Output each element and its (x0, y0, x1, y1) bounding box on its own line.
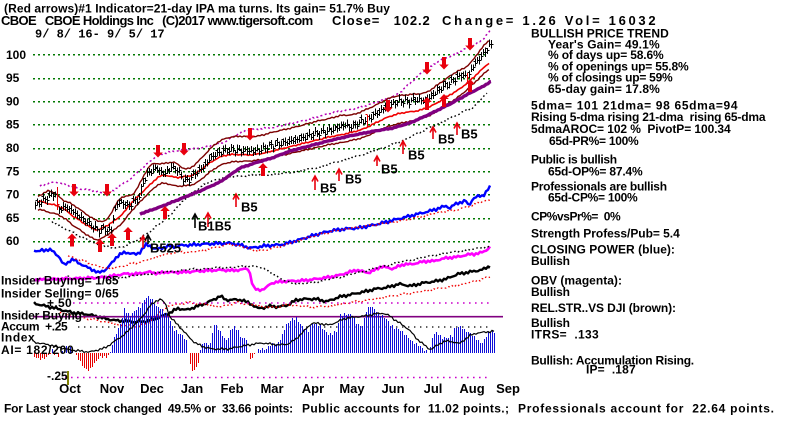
svg-text:Insider Buying: Insider Buying (1, 309, 82, 323)
svg-text:Oct: Oct (59, 381, 81, 396)
svg-text:OBV (magenta):: OBV (magenta): (531, 274, 622, 288)
svg-text:Rising 5-dma rising 21-dma ri: Rising 5-dma rising 21-dma rising 65-dma (531, 110, 766, 124)
svg-text:90: 90 (6, 94, 20, 108)
svg-text:Nov: Nov (100, 381, 125, 396)
svg-text:CP%vsPr%= 0%: CP%vsPr%= 0% (531, 210, 621, 224)
svg-text:B5: B5 (241, 199, 258, 214)
svg-text:Bullish: Bullish (531, 254, 570, 268)
svg-text:BULLISH PRICE TREND: BULLISH PRICE TREND (531, 27, 669, 41)
svg-text:65d-PR%= 100%: 65d-PR%= 100% (549, 134, 639, 148)
svg-text:Bullish: Accumulation Rising.: Bullish: Accumulation Rising. (531, 353, 694, 367)
svg-text:Public is bullish: Public is bullish (531, 153, 617, 167)
svg-text:Feb: Feb (220, 381, 243, 396)
svg-text:Strength Profess/Pub= 5.4: Strength Profess/Pub= 5.4 (531, 227, 680, 241)
svg-text:B5: B5 (408, 147, 425, 162)
svg-text:REL.STR..VS DJI (brown):: REL.STR..VS DJI (brown): (531, 301, 676, 315)
svg-text:Public accounts for 11.02 poi: Public accounts for 11.02 points.; (302, 402, 509, 416)
svg-text:AI= 182/200: AI= 182/200 (1, 343, 74, 357)
svg-text:60: 60 (6, 234, 20, 248)
svg-text:65-day gain= 17.8%: 65-day gain= 17.8% (548, 82, 660, 96)
svg-text:B5: B5 (438, 131, 455, 146)
svg-text:9/ 8/ 16- 9/ 5/ 17: 9/ 8/ 16- 9/ 5/ 17 (35, 27, 165, 41)
svg-text:5dmaAROC= 102 % PivotP= 100.3: 5dmaAROC= 102 % PivotP= 100.34 (531, 122, 731, 136)
svg-text:B1B5: B1B5 (198, 218, 231, 233)
svg-text:May: May (339, 381, 365, 396)
svg-text:Mar: Mar (260, 381, 283, 396)
svg-text:IP= .187: IP= .187 (586, 363, 636, 377)
svg-text:Aug: Aug (459, 381, 484, 396)
svg-text:Index: Index (1, 331, 35, 345)
svg-text:80: 80 (6, 141, 20, 155)
svg-text:Bullish: Bullish (531, 316, 570, 330)
svg-text:% of openings up= 55.8%: % of openings up= 55.8% (548, 59, 689, 73)
svg-text:ITRS= .133: ITRS= .133 (531, 328, 599, 342)
svg-text:B5: B5 (381, 161, 398, 176)
svg-text:Professionals are bullish: Professionals are bullish (531, 180, 667, 194)
svg-text:Change= 1.26 Vol= 16032: Change= 1.26 Vol= 16032 (442, 13, 658, 28)
svg-text:CBOE CBOE Holdings Inc (C): CBOE CBOE Holdings Inc (C)2017 www.tiger… (1, 13, 313, 28)
svg-text:5dma= 101 21dma= 98 65dma=94: 5dma= 101 21dma= 98 65dma=94 (531, 98, 738, 112)
svg-text:CLOSING POWER (blue):: CLOSING POWER (blue): (531, 243, 675, 257)
svg-text:95: 95 (6, 71, 20, 85)
svg-text:B5: B5 (345, 171, 362, 186)
svg-text:Insider Selling= 0/65: Insider Selling= 0/65 (1, 287, 119, 301)
svg-text:% of days up= 58.6%: % of days up= 58.6% (548, 48, 664, 62)
svg-text:Insider Buying= 1/65: Insider Buying= 1/65 (1, 274, 119, 288)
svg-text:65d-CP%= 100%: 65d-CP%= 100% (548, 191, 638, 205)
svg-text:% of closings up= 59%: % of closings up= 59% (548, 71, 673, 85)
svg-text:Bullish: Bullish (531, 285, 570, 299)
svg-text:Accum +.25: Accum +.25 (1, 320, 68, 334)
svg-text:70: 70 (6, 188, 20, 202)
svg-text:+.50: +.50 (47, 296, 72, 310)
svg-text:Professionals account for 22.: Professionals account for 22.64 points. (518, 402, 775, 416)
svg-text:85: 85 (6, 118, 20, 132)
svg-text:65d-OP%= 87.4%: 65d-OP%= 87.4% (548, 165, 643, 179)
svg-text:-.25: -.25 (47, 369, 68, 383)
svg-text:(Red arrows)#1 Indicator=21-da: (Red arrows)#1 Indicator=21-day IPA ma t… (4, 2, 390, 16)
svg-text:Jun: Jun (381, 381, 404, 396)
svg-text:65: 65 (6, 211, 20, 225)
svg-text:Jan: Jan (181, 381, 203, 396)
svg-text:For Last year stock changed 4: For Last year stock changed 49.5% or 33.… (4, 402, 293, 416)
svg-text:B525: B525 (150, 240, 181, 255)
svg-text:Apr: Apr (302, 381, 324, 396)
svg-text:75: 75 (6, 164, 20, 178)
svg-text:B5: B5 (461, 126, 478, 141)
svg-text:Jul: Jul (424, 381, 443, 396)
svg-text:B5: B5 (320, 180, 337, 195)
svg-text:Dec: Dec (140, 381, 164, 396)
svg-text:100: 100 (6, 48, 26, 62)
svg-text:Sep: Sep (496, 381, 520, 396)
svg-text:Year's Gain= 49.1%: Year's Gain= 49.1% (548, 38, 660, 52)
svg-text:Close= 102.2: Close= 102.2 (332, 13, 431, 28)
